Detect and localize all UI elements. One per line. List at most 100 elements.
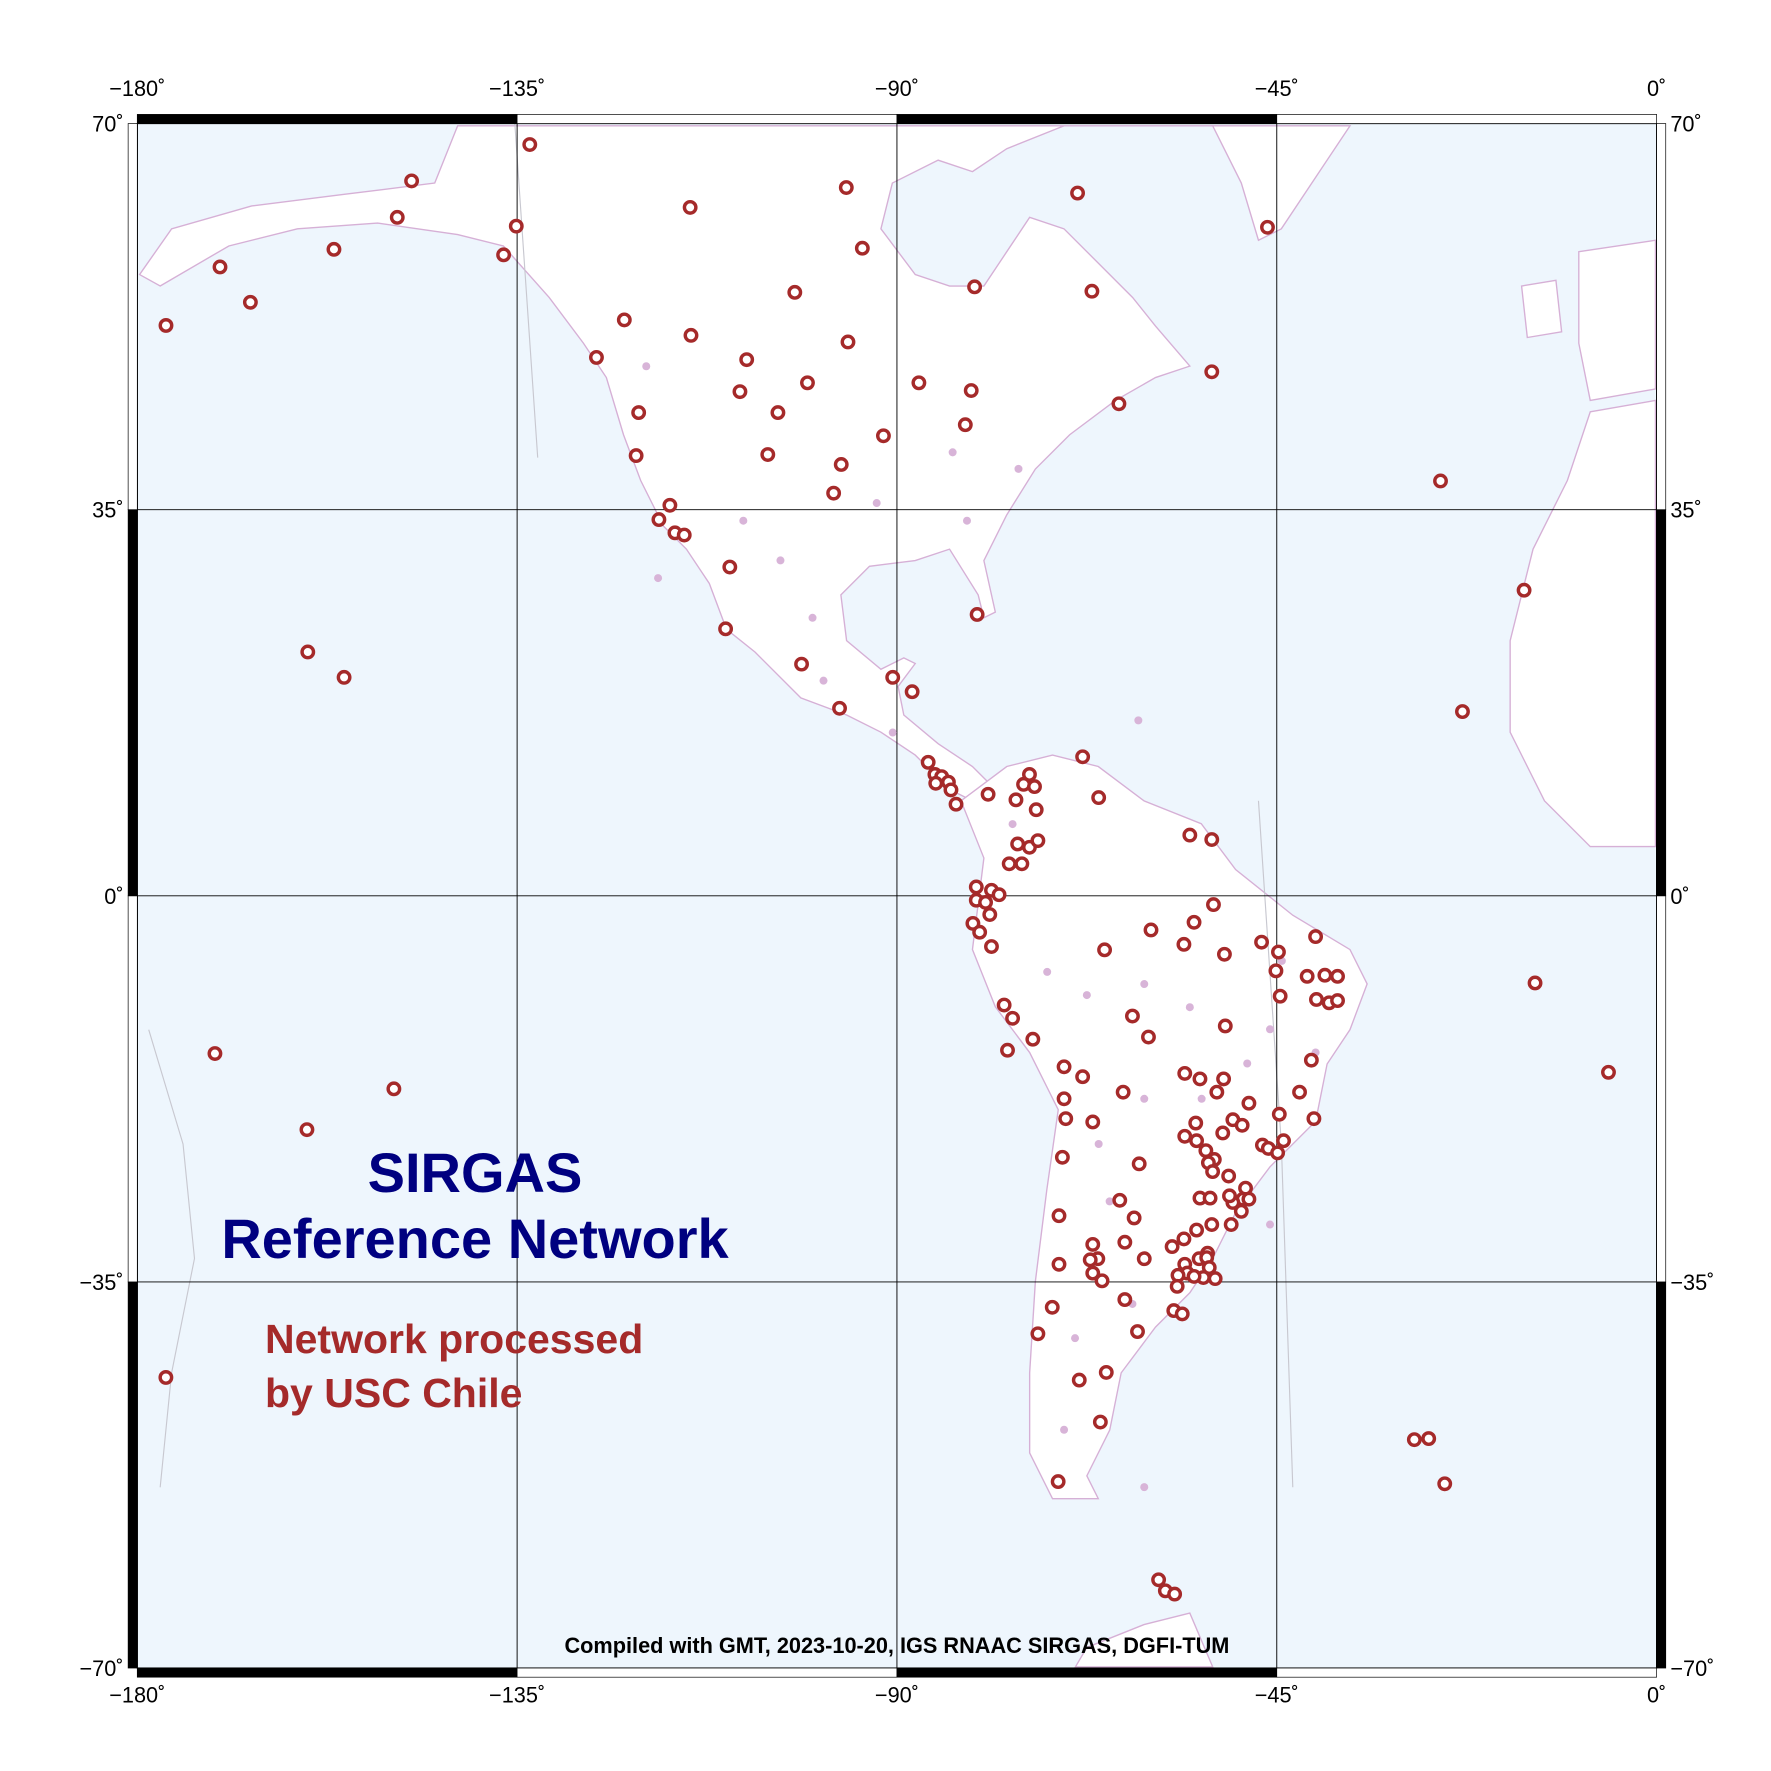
station xyxy=(1174,1306,1190,1322)
legend-label: Network processed by USC Chile xyxy=(265,1316,644,1416)
y-tick-label: 0˚ xyxy=(104,884,123,909)
station xyxy=(336,669,352,685)
station xyxy=(1043,967,1052,976)
station xyxy=(1008,820,1017,829)
station xyxy=(1216,1071,1232,1087)
frame-bar xyxy=(1656,895,1667,1283)
station xyxy=(1164,1239,1180,1255)
station xyxy=(1117,1234,1133,1250)
station xyxy=(1223,1217,1239,1232)
station xyxy=(1177,1065,1193,1081)
station xyxy=(1406,1432,1422,1448)
station xyxy=(1215,1125,1231,1141)
station xyxy=(1075,1069,1091,1085)
station xyxy=(1243,1059,1252,1068)
station xyxy=(1084,283,1100,299)
x-tick-label: −45˚ xyxy=(1255,1682,1299,1707)
y-tick-label: 0˚ xyxy=(1670,884,1689,909)
station xyxy=(1204,1217,1220,1232)
station xyxy=(1085,1236,1101,1252)
station xyxy=(1124,1008,1140,1024)
station xyxy=(826,485,842,501)
y-tick-label: −35˚ xyxy=(1670,1270,1714,1295)
station xyxy=(1126,1210,1142,1226)
station xyxy=(1266,1220,1275,1229)
station xyxy=(1222,1188,1237,1204)
station xyxy=(1010,836,1026,852)
station xyxy=(1527,975,1543,991)
station xyxy=(1202,1190,1218,1206)
station xyxy=(299,1122,315,1138)
station xyxy=(1115,1084,1131,1100)
station xyxy=(1186,914,1202,930)
station xyxy=(1176,1231,1192,1247)
station xyxy=(948,448,957,457)
station xyxy=(1209,1084,1225,1100)
station xyxy=(1071,1372,1087,1388)
station xyxy=(1433,473,1448,489)
station xyxy=(1091,790,1107,806)
station xyxy=(496,247,512,263)
x-tick-label: −45˚ xyxy=(1255,76,1299,101)
station xyxy=(589,349,604,365)
station xyxy=(1309,992,1324,1007)
station xyxy=(800,375,815,391)
antarctica xyxy=(1074,1612,1214,1668)
frame-bar xyxy=(1276,114,1657,124)
station xyxy=(1197,1094,1206,1103)
frame: −180˚ −180˚ −135˚ −135˚ −90˚ −90˚ −45˚ −45˚ 0˚ 0˚… xyxy=(79,76,1714,1707)
station xyxy=(1071,1334,1080,1343)
station xyxy=(1105,1197,1114,1206)
station xyxy=(1030,833,1046,849)
station xyxy=(642,362,651,371)
station xyxy=(984,939,999,954)
x-tick-label: 0˚ xyxy=(1647,1682,1666,1707)
x-tick-label: −135˚ xyxy=(489,76,545,101)
station xyxy=(683,327,699,343)
station xyxy=(972,924,988,940)
frame-bar xyxy=(136,1667,518,1678)
x-tick-label: −180˚ xyxy=(109,1682,165,1707)
station xyxy=(1094,1140,1103,1149)
station xyxy=(1028,802,1044,818)
frame-bar xyxy=(136,114,518,124)
station xyxy=(212,259,228,275)
y-tick-label: 70˚ xyxy=(92,112,123,137)
station xyxy=(739,352,755,368)
station xyxy=(967,279,983,295)
y-tick-label: −35˚ xyxy=(79,1270,123,1295)
station xyxy=(1455,704,1470,719)
credit-note: Compiled with GMT, 2023-10-20, IGS RNAAC… xyxy=(564,1633,1229,1658)
station xyxy=(1051,1256,1067,1272)
africa xyxy=(1509,399,1657,848)
station xyxy=(962,516,972,525)
station xyxy=(885,669,901,685)
y-tick-label: −70˚ xyxy=(1670,1656,1714,1681)
station xyxy=(1056,1091,1072,1107)
station xyxy=(662,497,678,513)
station xyxy=(1272,988,1288,1004)
station xyxy=(1000,1042,1015,1058)
station xyxy=(1271,944,1286,960)
legend-marker xyxy=(158,1370,174,1385)
station xyxy=(1050,1474,1066,1490)
station xyxy=(722,559,738,575)
station xyxy=(948,796,964,812)
station xyxy=(957,417,973,433)
station xyxy=(1207,1271,1223,1287)
y-tick-label: 35˚ xyxy=(92,498,123,523)
station xyxy=(1233,1203,1249,1219)
x-tick-label: −180˚ xyxy=(109,76,165,101)
station xyxy=(739,516,748,525)
station xyxy=(682,199,698,215)
station xyxy=(1186,1268,1202,1284)
station xyxy=(832,700,847,716)
station xyxy=(1317,967,1333,983)
frame-bar xyxy=(896,114,1278,124)
station xyxy=(1117,1292,1133,1308)
station xyxy=(1206,897,1221,913)
station xyxy=(1140,980,1149,989)
station xyxy=(991,887,1007,903)
station xyxy=(1075,749,1091,765)
